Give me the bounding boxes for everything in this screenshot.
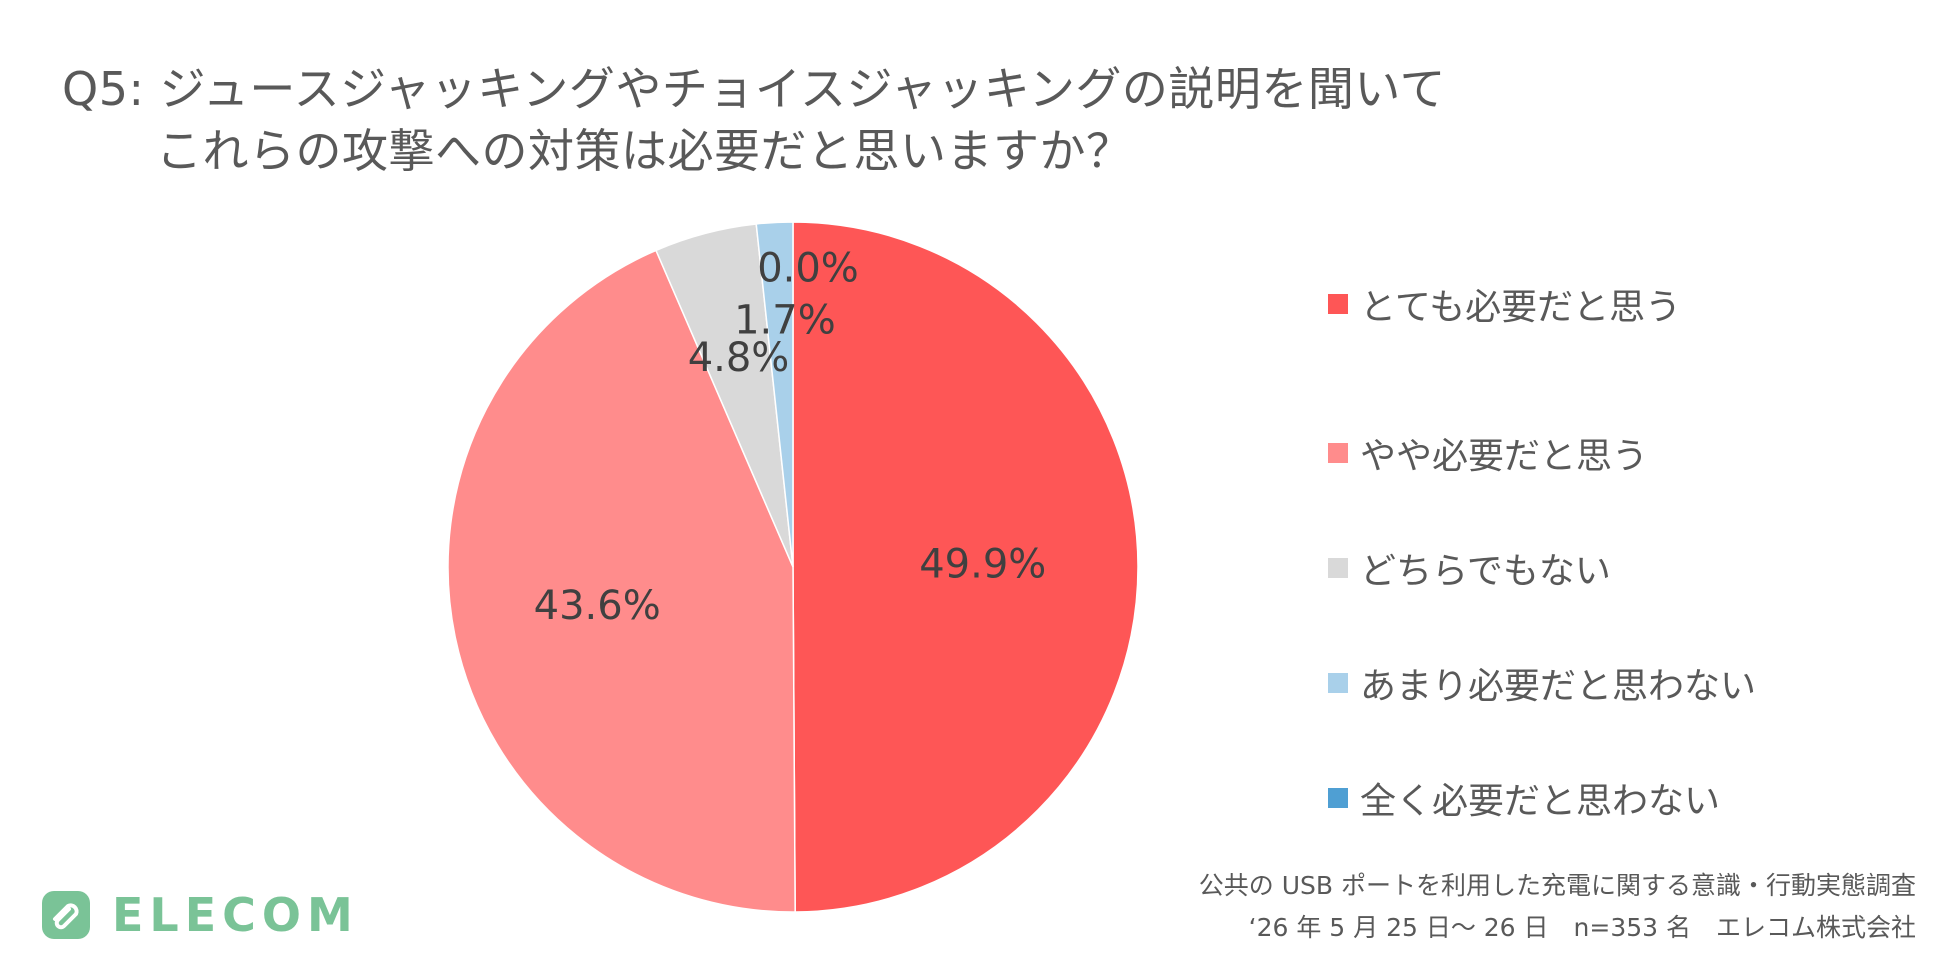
- legend-item-very-necessary: とても必要だと思う: [1328, 280, 1756, 328]
- survey-footnote-line-2: ‘26 年 5 月 25 日〜 26 日 n=353 名 エレコム株式会社: [1248, 913, 1916, 942]
- data-label-not-very-necessary: 1.7%: [734, 297, 836, 343]
- elecom-logo-text: ELECOM: [112, 888, 359, 942]
- legend-item-neutral: どちらでもない: [1328, 510, 1756, 625]
- legend-item-not-necessary-at-all: 全く必要だと思わない: [1328, 740, 1756, 855]
- chart-legend: とても必要だと思う やや必要だと思う どちらでもないあまり必要だと思わない 全く必要だ…: [1328, 280, 1756, 855]
- legend-swatch-neutral: [1328, 557, 1348, 578]
- legend-swatch-somewhat-necessary: [1328, 442, 1348, 463]
- legend-label-not-very-necessary: あまり必要だと思わない: [1360, 665, 1757, 707]
- data-label-very-necessary: 49.9%: [919, 541, 1046, 587]
- elecom-logo-mark-icon: [42, 891, 90, 939]
- legend-label-not-necessary-at-all: 全く必要だと思わない: [1360, 780, 1721, 822]
- chart-title-line-1: Q5: ジュースジャッキングやチョイスジャッキングの説明を聞いて: [62, 62, 1446, 116]
- chart-title-line-2: これらの攻撃への対策は必要だと思いますか？: [156, 124, 1133, 178]
- legend-item-somewhat-necessary: やや必要だと思う: [1328, 395, 1756, 510]
- data-label-not-necessary-at-all: 0.0%: [757, 245, 859, 291]
- legend-swatch-not-necessary-at-all: [1328, 787, 1348, 808]
- legend-item-not-very-necessary: あまり必要だと思わない: [1328, 625, 1756, 740]
- survey-footnote: 公共の USB ポートを利用した充電に関する意識・行動実態調査 ‘26 年 5 …: [1199, 865, 1916, 949]
- pie-slice-very-necessary: [792, 221, 1139, 913]
- legend-label-neutral: どちらでもない: [1360, 550, 1611, 592]
- legend-swatch-very-necessary: [1328, 294, 1348, 314]
- elecom-logo: ELECOM: [40, 888, 359, 942]
- legend-label-somewhat-necessary: やや必要だと思う: [1360, 435, 1649, 477]
- legend-swatch-not-very-necessary: [1328, 672, 1348, 693]
- legend-label-very-necessary: とても必要だと思う: [1360, 287, 1682, 328]
- pie-slice-somewhat-necessary: [447, 249, 796, 913]
- data-label-neutral: 4.8%: [688, 335, 790, 381]
- data-label-somewhat-necessary: 43.6%: [534, 583, 661, 629]
- pie-slice-not-very-necessary: [755, 221, 794, 568]
- survey-footnote-line-1: 公共の USB ポートを利用した充電に関する意識・行動実態調査: [1198, 871, 1916, 900]
- chart-title: Q5: ジュースジャッキングやチョイスジャッキングの説明を聞いて これらの攻撃へ…: [62, 58, 1446, 182]
